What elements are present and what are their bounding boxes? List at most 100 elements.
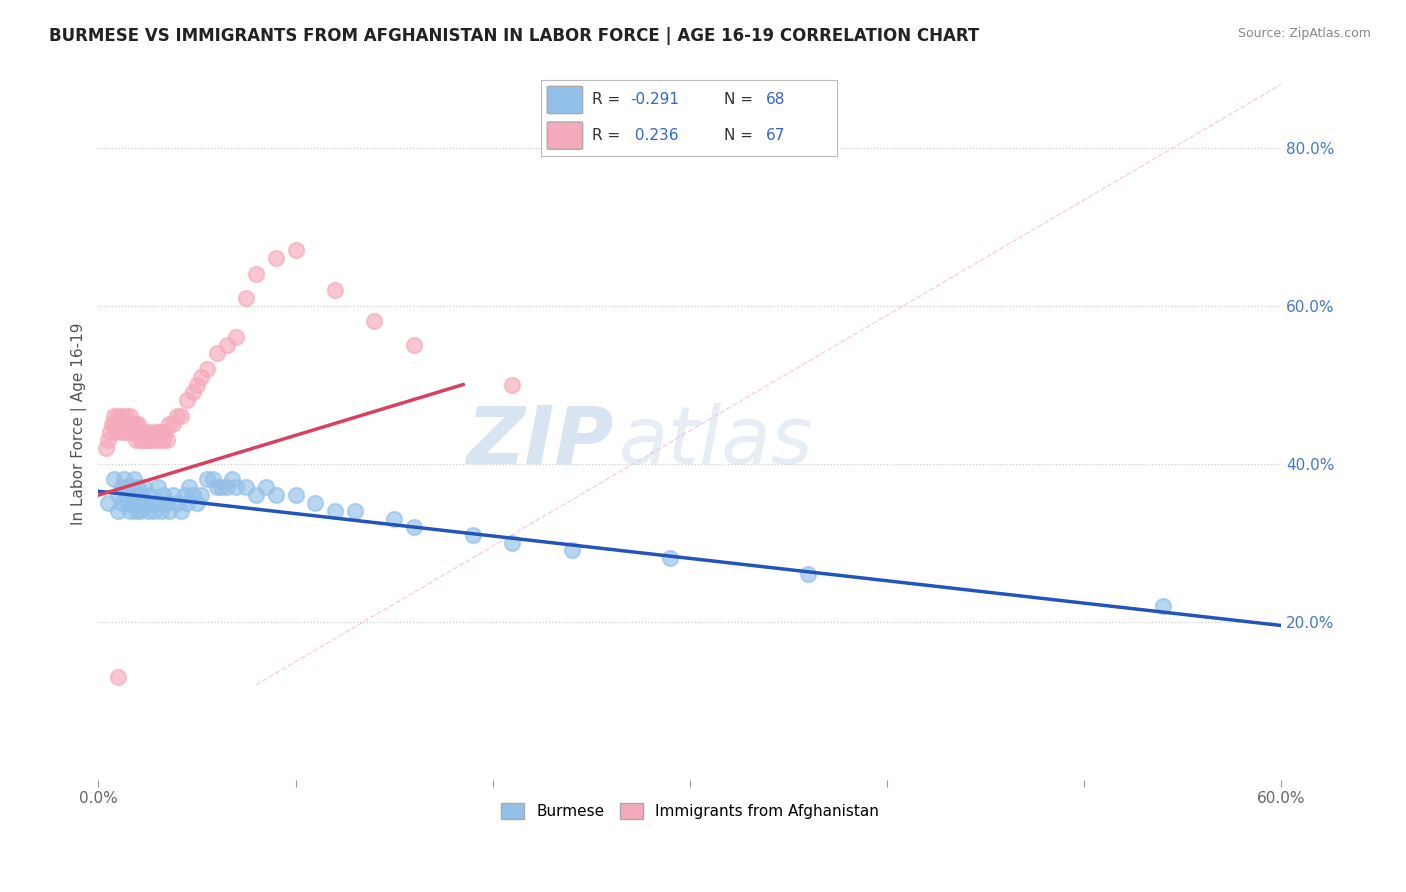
Legend: Burmese, Immigrants from Afghanistan: Burmese, Immigrants from Afghanistan xyxy=(495,797,884,825)
Point xyxy=(201,472,224,486)
Point xyxy=(146,425,169,439)
Point xyxy=(127,425,149,439)
Point xyxy=(128,496,150,510)
Point xyxy=(111,480,134,494)
Point xyxy=(176,393,198,408)
Point xyxy=(221,472,243,486)
Point xyxy=(205,480,228,494)
Point xyxy=(107,670,129,684)
Point xyxy=(186,377,208,392)
Point xyxy=(101,417,124,431)
Point xyxy=(125,433,148,447)
Text: -0.291: -0.291 xyxy=(630,93,679,108)
Point xyxy=(245,488,267,502)
Point xyxy=(138,425,160,439)
Point xyxy=(205,346,228,360)
Point xyxy=(150,425,173,439)
Point xyxy=(195,361,218,376)
Point xyxy=(121,417,143,431)
Point xyxy=(264,251,287,265)
Point xyxy=(323,283,346,297)
Text: R =: R = xyxy=(592,93,624,108)
Point xyxy=(245,267,267,281)
Point xyxy=(97,496,120,510)
Point xyxy=(181,488,204,502)
Point xyxy=(142,504,165,518)
Point xyxy=(561,543,583,558)
Point xyxy=(166,496,188,510)
Point xyxy=(122,472,145,486)
Text: 68: 68 xyxy=(766,93,785,108)
Point xyxy=(127,417,149,431)
Point xyxy=(122,488,145,502)
Point xyxy=(97,433,120,447)
Point xyxy=(209,480,232,494)
Point xyxy=(128,425,150,439)
Point xyxy=(148,496,170,510)
Point xyxy=(125,496,148,510)
Point xyxy=(157,504,180,518)
Point xyxy=(155,425,177,439)
Point xyxy=(117,496,139,510)
Point xyxy=(284,244,307,258)
Point xyxy=(131,433,153,447)
Point xyxy=(156,496,179,510)
Point xyxy=(117,425,139,439)
Point xyxy=(235,480,257,494)
Point xyxy=(118,488,141,502)
Point xyxy=(117,417,139,431)
Point xyxy=(195,472,218,486)
Point xyxy=(135,433,157,447)
Point xyxy=(135,496,157,510)
Point xyxy=(343,504,366,518)
Point xyxy=(131,496,153,510)
Point xyxy=(111,425,134,439)
Text: BURMESE VS IMMIGRANTS FROM AFGHANISTAN IN LABOR FORCE | AGE 16-19 CORRELATION CH: BURMESE VS IMMIGRANTS FROM AFGHANISTAN I… xyxy=(49,27,980,45)
Point xyxy=(136,504,159,518)
Point xyxy=(797,567,820,582)
Point xyxy=(132,433,155,447)
Point xyxy=(125,417,148,431)
Point xyxy=(162,417,184,431)
Text: atlas: atlas xyxy=(619,403,814,481)
Point xyxy=(132,480,155,494)
Point xyxy=(118,409,141,424)
Point xyxy=(103,417,125,431)
Point xyxy=(128,433,150,447)
FancyBboxPatch shape xyxy=(547,87,582,113)
Point xyxy=(501,535,523,549)
Point xyxy=(122,425,145,439)
Point xyxy=(122,417,145,431)
Point xyxy=(170,504,193,518)
Point xyxy=(118,504,141,518)
Point xyxy=(121,480,143,494)
Point xyxy=(148,433,170,447)
Point xyxy=(264,488,287,502)
Point xyxy=(190,369,212,384)
Point xyxy=(118,417,141,431)
Point xyxy=(127,480,149,494)
Point xyxy=(103,409,125,424)
Point xyxy=(501,377,523,392)
Point xyxy=(107,504,129,518)
Text: Source: ZipAtlas.com: Source: ZipAtlas.com xyxy=(1237,27,1371,40)
Point xyxy=(157,417,180,431)
Point xyxy=(136,433,159,447)
Point xyxy=(323,504,346,518)
Point xyxy=(131,425,153,439)
Point xyxy=(117,480,139,494)
Point xyxy=(166,409,188,424)
Point xyxy=(461,527,484,541)
Point xyxy=(115,417,138,431)
Point xyxy=(177,480,200,494)
Text: ZIP: ZIP xyxy=(465,403,613,481)
Point xyxy=(107,488,129,502)
Point xyxy=(152,433,174,447)
Point xyxy=(103,472,125,486)
Point xyxy=(186,496,208,510)
Point xyxy=(150,504,173,518)
Point xyxy=(111,496,134,510)
Point xyxy=(107,417,129,431)
Point xyxy=(215,338,238,352)
Point xyxy=(363,314,385,328)
